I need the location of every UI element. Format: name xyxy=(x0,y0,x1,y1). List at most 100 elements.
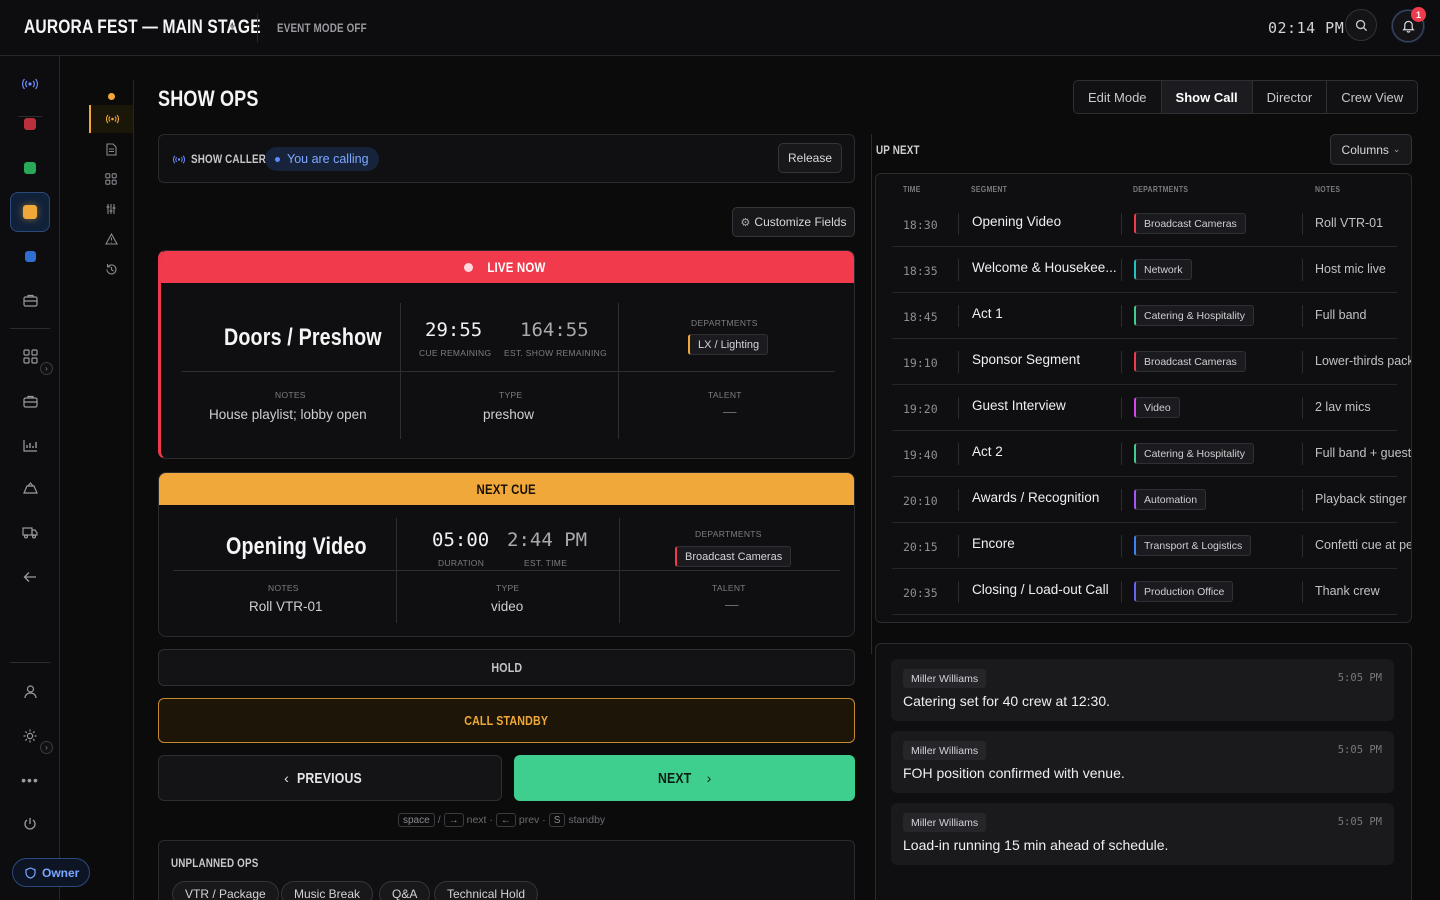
view-crew-view[interactable]: Crew View xyxy=(1341,89,1404,105)
row-department-tag[interactable]: Broadcast Cameras xyxy=(1134,213,1246,234)
unplanned-chip[interactable]: Q&A xyxy=(379,881,431,900)
rail2-document[interactable] xyxy=(89,135,133,163)
columns-button[interactable]: Columns ⌄ xyxy=(1330,134,1412,165)
departments-label: DEPARTMENTS xyxy=(691,318,758,328)
table-row[interactable]: 18:30 Opening Video Broadcast Cameras Roll … xyxy=(892,201,1397,247)
note-card[interactable]: Miller Williams 5:05 PM Catering set for 4… xyxy=(891,659,1394,721)
unplanned-chip[interactable]: VTR / Package xyxy=(172,881,279,900)
hold-button[interactable]: HOLD xyxy=(158,649,855,686)
view-director[interactable]: Director xyxy=(1253,81,1328,113)
rail-blue-status[interactable] xyxy=(10,236,50,276)
row-department-tag[interactable]: Catering & Hospitality xyxy=(1134,443,1254,464)
note-author: Miller Williams xyxy=(903,813,987,832)
previous-button[interactable]: ‹ PREVIOUS xyxy=(158,755,502,801)
rail-user[interactable] xyxy=(10,672,50,712)
release-button[interactable]: Release xyxy=(778,143,842,173)
rail-red-status[interactable] xyxy=(10,104,50,144)
next-header: NEXT CUE xyxy=(159,473,854,505)
rail2-broadcast[interactable] xyxy=(89,105,133,133)
view-edit-mode[interactable]: Edit Mode xyxy=(1074,81,1162,113)
row-department-tag[interactable]: Video xyxy=(1134,397,1180,418)
note-card[interactable]: Miller Williams 5:05 PM FOH position confi… xyxy=(891,731,1394,793)
divider xyxy=(1302,259,1303,281)
table-row[interactable]: 19:10 Sponsor Segment Broadcast Cameras Low… xyxy=(892,339,1411,385)
rail-theme[interactable] xyxy=(10,716,50,756)
divider xyxy=(10,662,50,663)
chevron-right-icon[interactable]: › xyxy=(40,362,53,375)
rail-grid[interactable] xyxy=(10,336,50,376)
row-department-tag[interactable]: Transport & Logistics xyxy=(1134,535,1252,556)
department-tag[interactable]: LX / Lighting xyxy=(688,334,769,355)
divider xyxy=(1302,443,1303,465)
divider xyxy=(958,213,959,235)
rail-more[interactable]: ••• xyxy=(10,760,50,800)
rail2-sliders[interactable] xyxy=(89,195,133,223)
user-icon xyxy=(23,685,37,699)
rail-chart[interactable] xyxy=(10,425,50,465)
warning-icon xyxy=(104,233,118,245)
rail-venue[interactable] xyxy=(10,468,50,508)
app-title[interactable]: AURORA FEST — MAIN STAGE xyxy=(24,17,261,38)
search-button[interactable] xyxy=(1345,9,1377,41)
col-header-time[interactable]: TIME xyxy=(903,184,921,194)
table-row[interactable]: 20:35 Closing / Load-out Call Production O… xyxy=(892,569,1397,615)
divider xyxy=(1121,259,1122,281)
row-note: Thank crew xyxy=(1315,584,1380,598)
rail-power[interactable] xyxy=(10,804,50,844)
table-row[interactable]: 20:10 Awards / Recognition Automation Playb… xyxy=(892,477,1407,523)
shortcut-text: prev · xyxy=(518,814,546,826)
divider xyxy=(257,14,258,42)
rail2-warning[interactable] xyxy=(89,225,133,253)
rail2-history[interactable] xyxy=(89,255,133,283)
view-show-call[interactable]: Show Call xyxy=(1161,81,1253,113)
department-tag[interactable]: Broadcast Cameras xyxy=(675,546,792,567)
table-row[interactable]: 18:45 Act 1 Catering & Hospitality Full ban… xyxy=(892,293,1397,339)
kbd-space: space xyxy=(398,813,435,827)
col-header-departments[interactable]: DEPARTMENTS xyxy=(1133,184,1189,194)
row-department-tag[interactable]: Production Office xyxy=(1134,581,1234,602)
role-badge[interactable]: Owner xyxy=(12,858,90,887)
rail-broadcast[interactable] xyxy=(10,64,50,104)
next-button[interactable]: NEXT › xyxy=(514,755,855,801)
up-next-title: UP NEXT xyxy=(876,143,920,157)
call-standby-button[interactable]: CALL STANDBY xyxy=(158,698,855,743)
panel-splitter[interactable] xyxy=(871,134,872,654)
customize-fields-button[interactable]: ⚙ Customize Fields xyxy=(732,207,855,237)
col-header-segment[interactable]: SEGMENT xyxy=(971,184,1008,194)
row-segment: Act 2 xyxy=(972,444,1003,459)
rail-back[interactable] xyxy=(10,557,50,597)
row-segment: Encore xyxy=(972,536,1015,551)
broadcast-icon xyxy=(105,114,119,124)
divider xyxy=(1121,351,1122,373)
rail2-grid[interactable] xyxy=(89,165,133,193)
row-department-tag[interactable]: Network xyxy=(1134,259,1192,280)
row-department-tag[interactable]: Broadcast Cameras xyxy=(1134,351,1246,372)
divider xyxy=(958,535,959,557)
table-row[interactable]: 20:15 Encore Transport & Logistics Confetti… xyxy=(892,523,1411,569)
rail-green-status[interactable] xyxy=(10,148,50,188)
rail-amber-status[interactable] xyxy=(10,192,50,232)
row-segment: Welcome & Housekee... xyxy=(972,260,1117,275)
chevron-right-icon[interactable]: › xyxy=(40,741,53,754)
note-time: 5:05 PM xyxy=(1337,816,1382,828)
table-row[interactable]: 19:40 Act 2 Catering & Hospitality Full ban… xyxy=(892,431,1411,477)
row-department-tag[interactable]: Automation xyxy=(1134,489,1207,510)
note-card[interactable]: Miller Williams 5:05 PM Load-in running 15… xyxy=(891,803,1394,865)
left-rail: › › ••• xyxy=(0,56,60,900)
red-square-icon xyxy=(24,118,36,130)
rail-truck[interactable] xyxy=(10,512,50,552)
rail-briefcase[interactable] xyxy=(10,280,50,320)
unplanned-chip[interactable]: Music Break xyxy=(281,881,374,900)
chevron-down-icon[interactable]: ▼ xyxy=(228,22,237,32)
arrow-left-icon xyxy=(23,572,36,582)
table-row[interactable]: 18:35 Welcome & Housekee... Network Host mi… xyxy=(892,247,1397,293)
event-mode-status[interactable]: EVENT MODE OFF xyxy=(277,21,367,35)
est-time-value: 2:44 PM xyxy=(507,529,588,551)
col-header-notes[interactable]: NOTES xyxy=(1315,184,1341,194)
rail-briefcase-2[interactable] xyxy=(10,381,50,421)
divider xyxy=(1121,397,1122,419)
table-row[interactable]: 19:20 Guest Interview Video 2 lav mics xyxy=(892,385,1397,431)
unplanned-chip[interactable]: Technical Hold xyxy=(434,881,539,900)
green-square-icon xyxy=(24,162,36,174)
row-department-tag[interactable]: Catering & Hospitality xyxy=(1134,305,1254,326)
